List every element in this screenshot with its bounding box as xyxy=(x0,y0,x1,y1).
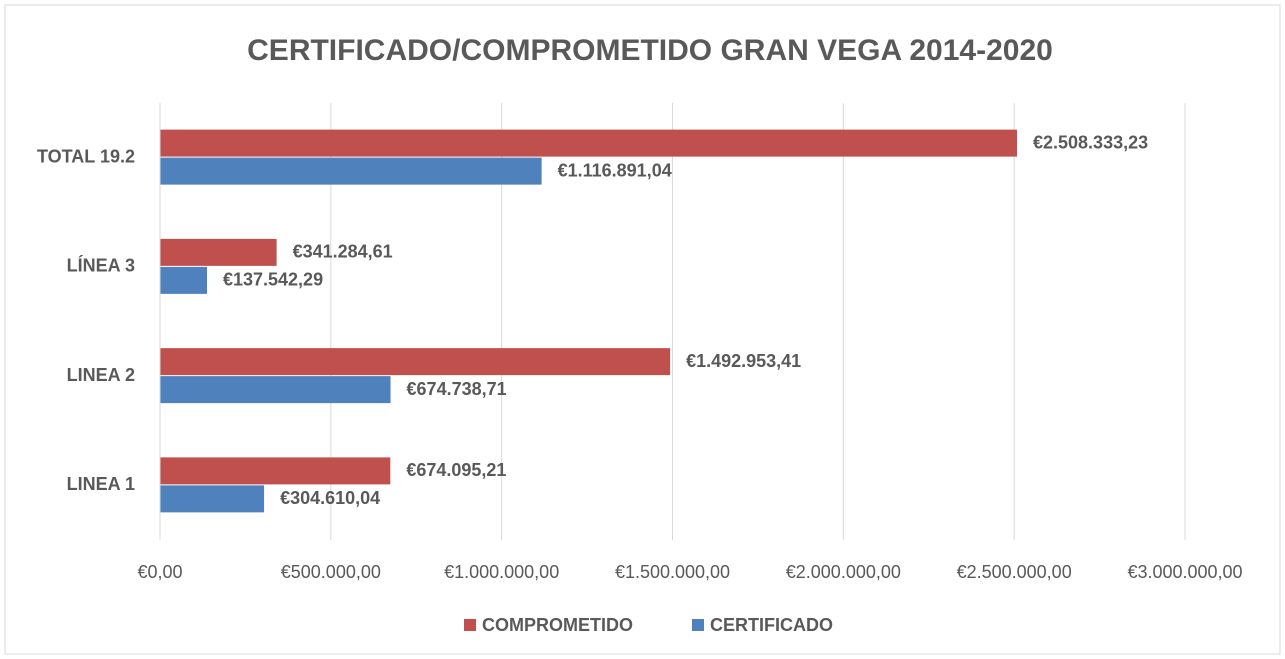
x-tick-label: €2.500.000,00 xyxy=(957,562,1072,582)
x-tick-label: €1.500.000,00 xyxy=(615,562,730,582)
bar xyxy=(160,238,277,266)
data-label: €304.610,04 xyxy=(280,488,380,508)
legend-label: CERTIFICADO xyxy=(710,615,833,635)
x-tick-label: €2.000.000,00 xyxy=(786,562,901,582)
data-label: €1.116.891,04 xyxy=(558,160,672,180)
data-label: €674.095,21 xyxy=(406,460,506,480)
x-tick-label: €3.000.000,00 xyxy=(1127,562,1242,582)
legend-label: COMPROMETIDO xyxy=(482,615,633,635)
legend-swatch xyxy=(692,619,704,631)
chart-border xyxy=(4,4,1281,655)
bar xyxy=(160,457,391,485)
data-label: €2.508.333,23 xyxy=(1033,132,1148,152)
bar xyxy=(160,348,671,376)
bar xyxy=(160,266,207,294)
y-tick-label: LÍNEA 3 xyxy=(67,255,135,276)
data-label: €341.284,61 xyxy=(293,242,393,262)
legend-swatch xyxy=(464,619,476,631)
y-tick-label: TOTAL 19.2 xyxy=(37,146,135,166)
x-tick-label: €0,00 xyxy=(137,562,182,582)
bar xyxy=(160,129,1018,157)
y-tick-label: LINEA 2 xyxy=(67,365,135,385)
chart-title: CERTIFICADO/COMPROMETIDO GRAN VEGA 2014-… xyxy=(247,34,1053,67)
bar xyxy=(160,376,391,404)
bar xyxy=(160,157,542,185)
x-tick-label: €500.000,00 xyxy=(281,562,381,582)
data-label: €1.492.953,41 xyxy=(686,351,801,371)
data-label: €137.542,29 xyxy=(223,270,323,290)
y-tick-label: LINEA 1 xyxy=(67,474,135,494)
bar xyxy=(160,485,265,513)
data-label: €674.738,71 xyxy=(407,379,507,399)
x-tick-label: €1.000.000,00 xyxy=(444,562,559,582)
